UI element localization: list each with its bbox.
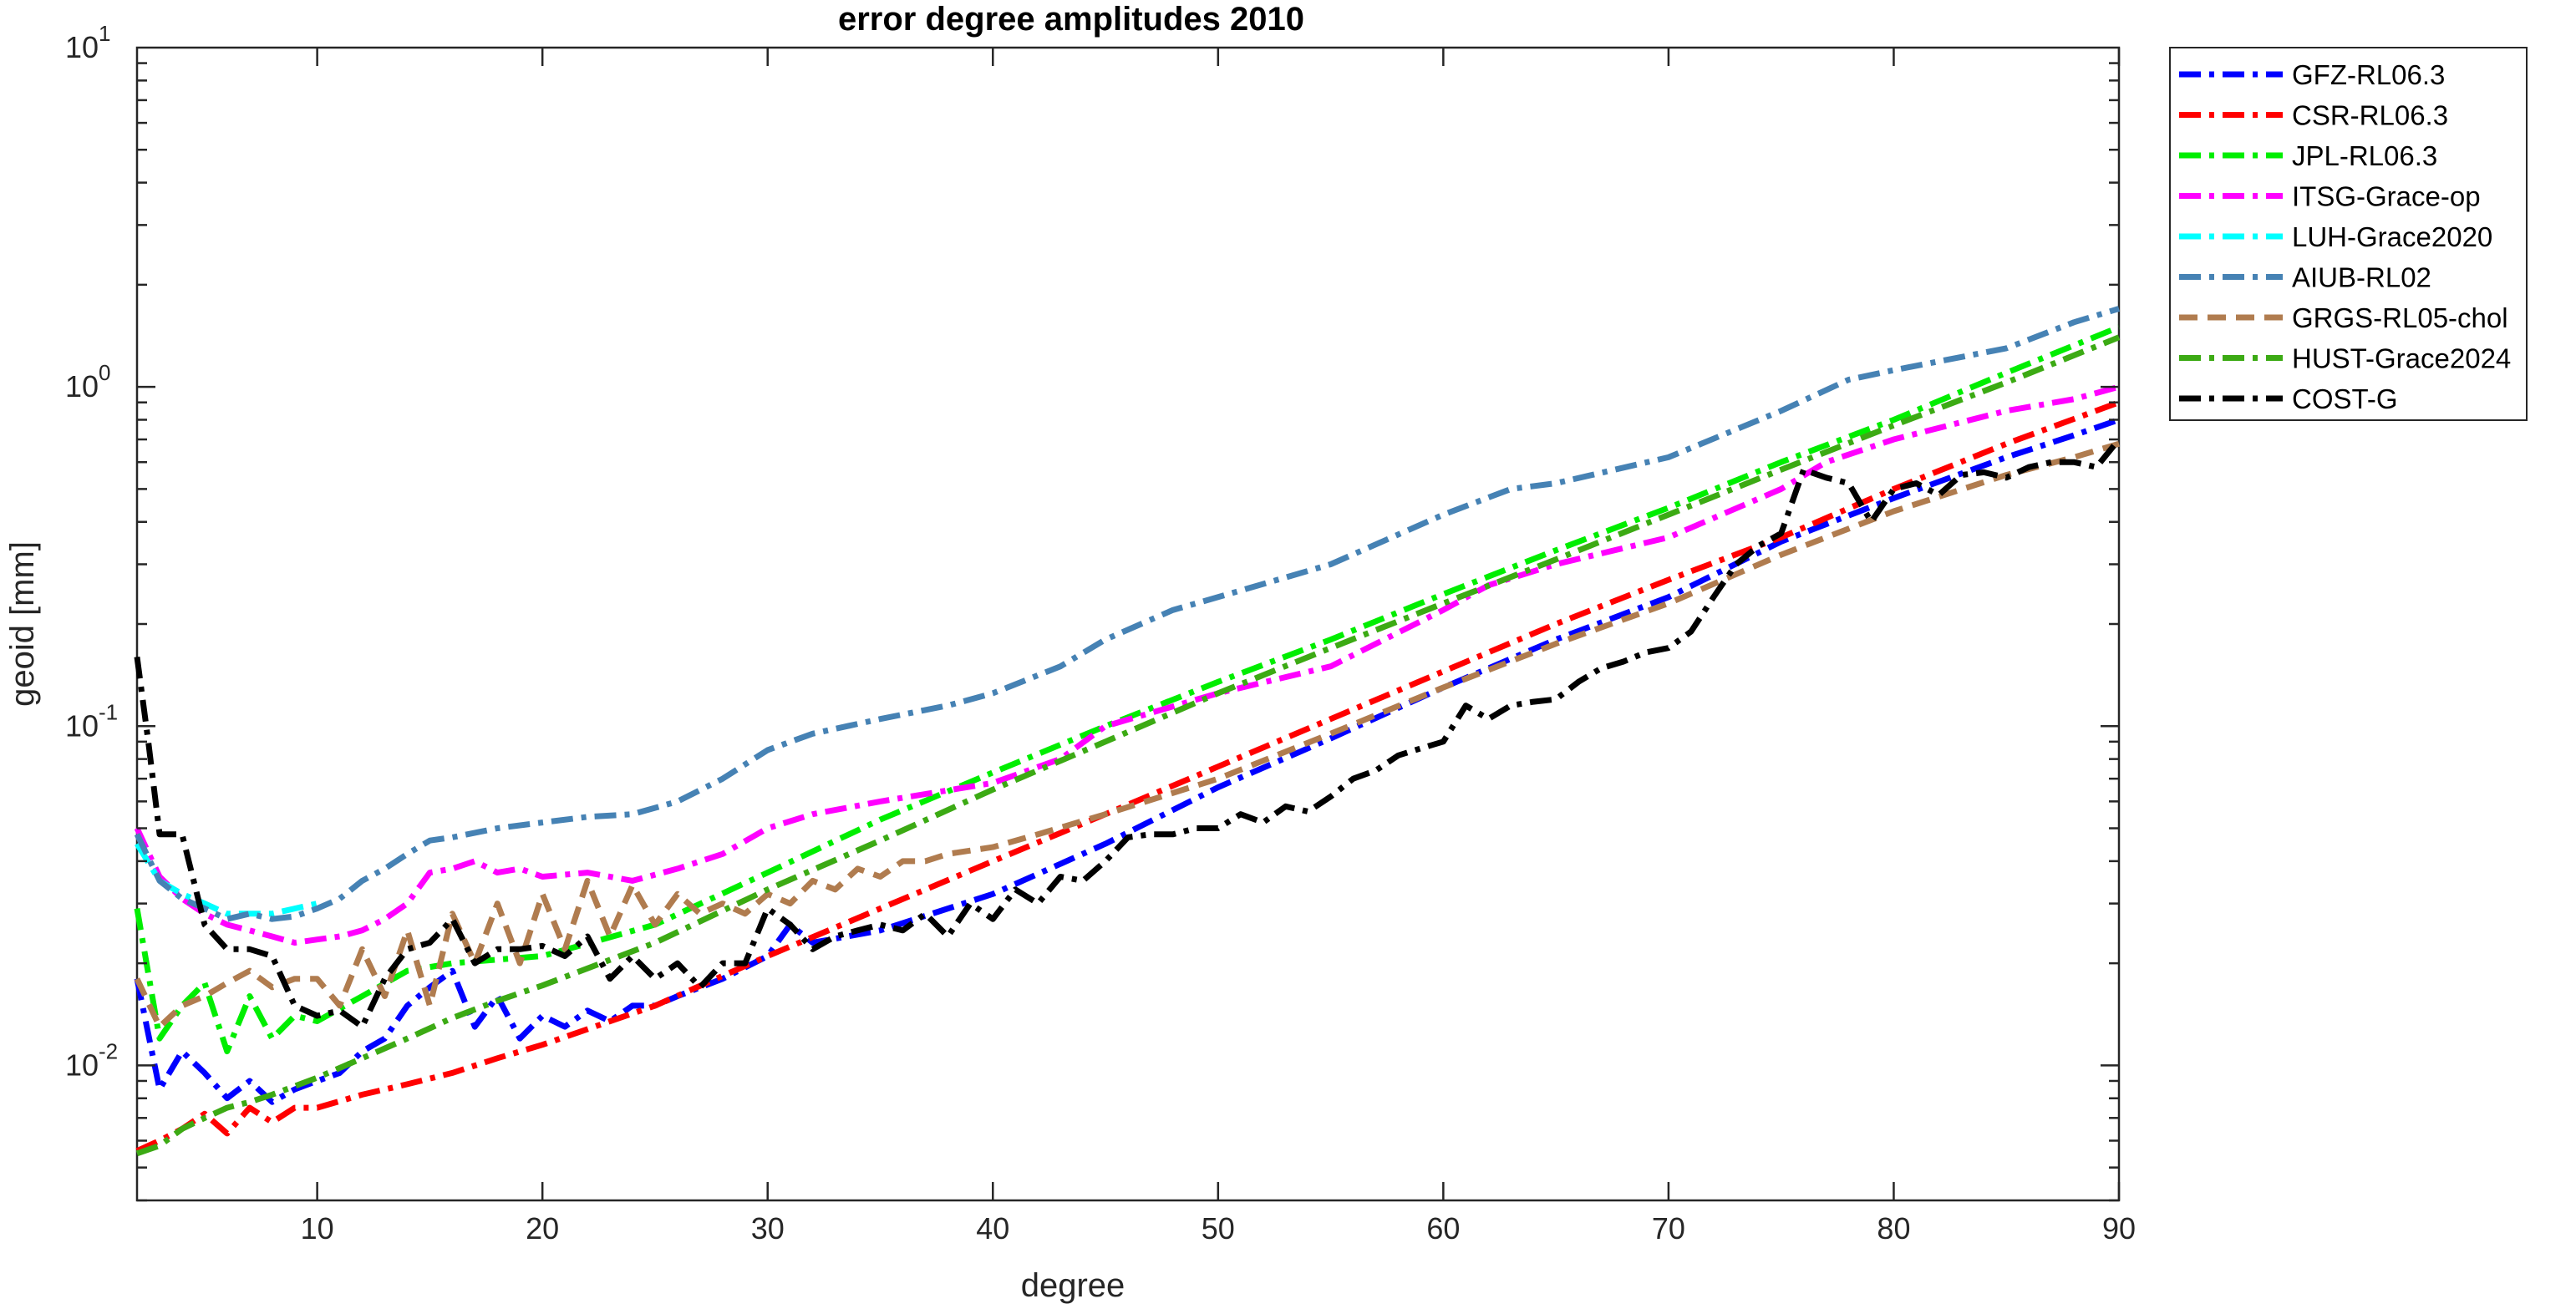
- legend-entries: GFZ-RL06.3 CSR-RL06.3 JPL-RL06.3 ITSG-Grace…: [2179, 59, 2511, 414]
- legend-label: HUST-Grace2024: [2292, 343, 2511, 374]
- legend-label: LUH-Grace2020: [2292, 221, 2492, 252]
- x-tick-label: 30: [751, 1211, 785, 1246]
- y-tick-exponent: -1: [99, 699, 118, 724]
- y-tick-label: 10: [65, 708, 99, 743]
- y-tick-label: 10: [65, 369, 99, 403]
- y-axis-label: geoid [mm]: [4, 541, 41, 707]
- x-tick-label: 20: [526, 1211, 559, 1246]
- chart-title: error degree amplitudes 2010: [838, 1, 1304, 38]
- series-line-cost-g: [134, 437, 2121, 1030]
- x-tick-label: 10: [301, 1211, 334, 1246]
- x-tick-label: 80: [1877, 1211, 1910, 1246]
- legend-label: GFZ-RL06.3: [2292, 59, 2445, 90]
- legend-label: CSR-RL06.3: [2292, 100, 2448, 131]
- legend-label: GRGS-RL05-chol: [2292, 302, 2508, 333]
- series-line-grgs-rl05-chol: [134, 440, 2121, 1030]
- legend-label: JPL-RL06.3: [2292, 140, 2437, 171]
- series-line-itsg-grace-op: [134, 383, 2120, 946]
- x-tick-label: 50: [1202, 1211, 1235, 1246]
- plot-frame: [135, 46, 2121, 1202]
- series-line-hust-grace2024: [135, 334, 2121, 1157]
- y-tick-label: 10: [65, 1048, 99, 1082]
- y-tick-label: 10: [65, 30, 99, 64]
- legend-label: ITSG-Grace-op: [2292, 181, 2481, 212]
- series-layer: [134, 306, 2121, 1157]
- y-tick-exponent: 1: [99, 21, 110, 46]
- y-tick-exponent: -2: [99, 1038, 118, 1063]
- x-tick-label: 40: [976, 1211, 1009, 1246]
- x-tick-label: 90: [2102, 1211, 2136, 1246]
- legend: GFZ-RL06.3 CSR-RL06.3 JPL-RL06.3 ITSG-Grace…: [2169, 47, 2528, 421]
- x-tick-label: 70: [1652, 1211, 1685, 1246]
- series-line-jpl-rl06-3: [134, 324, 2121, 1055]
- x-tick-label: 60: [1426, 1211, 1460, 1246]
- series-line-csr-rl06-3: [135, 399, 2121, 1154]
- x-axis-label: degree: [1021, 1267, 1125, 1304]
- legend-label: AIUB-RL02: [2292, 262, 2431, 293]
- y-tick-exponent: 0: [99, 360, 110, 385]
- series-line-aiub-rl02: [134, 306, 2121, 922]
- legend-label: COST-G: [2292, 383, 2398, 414]
